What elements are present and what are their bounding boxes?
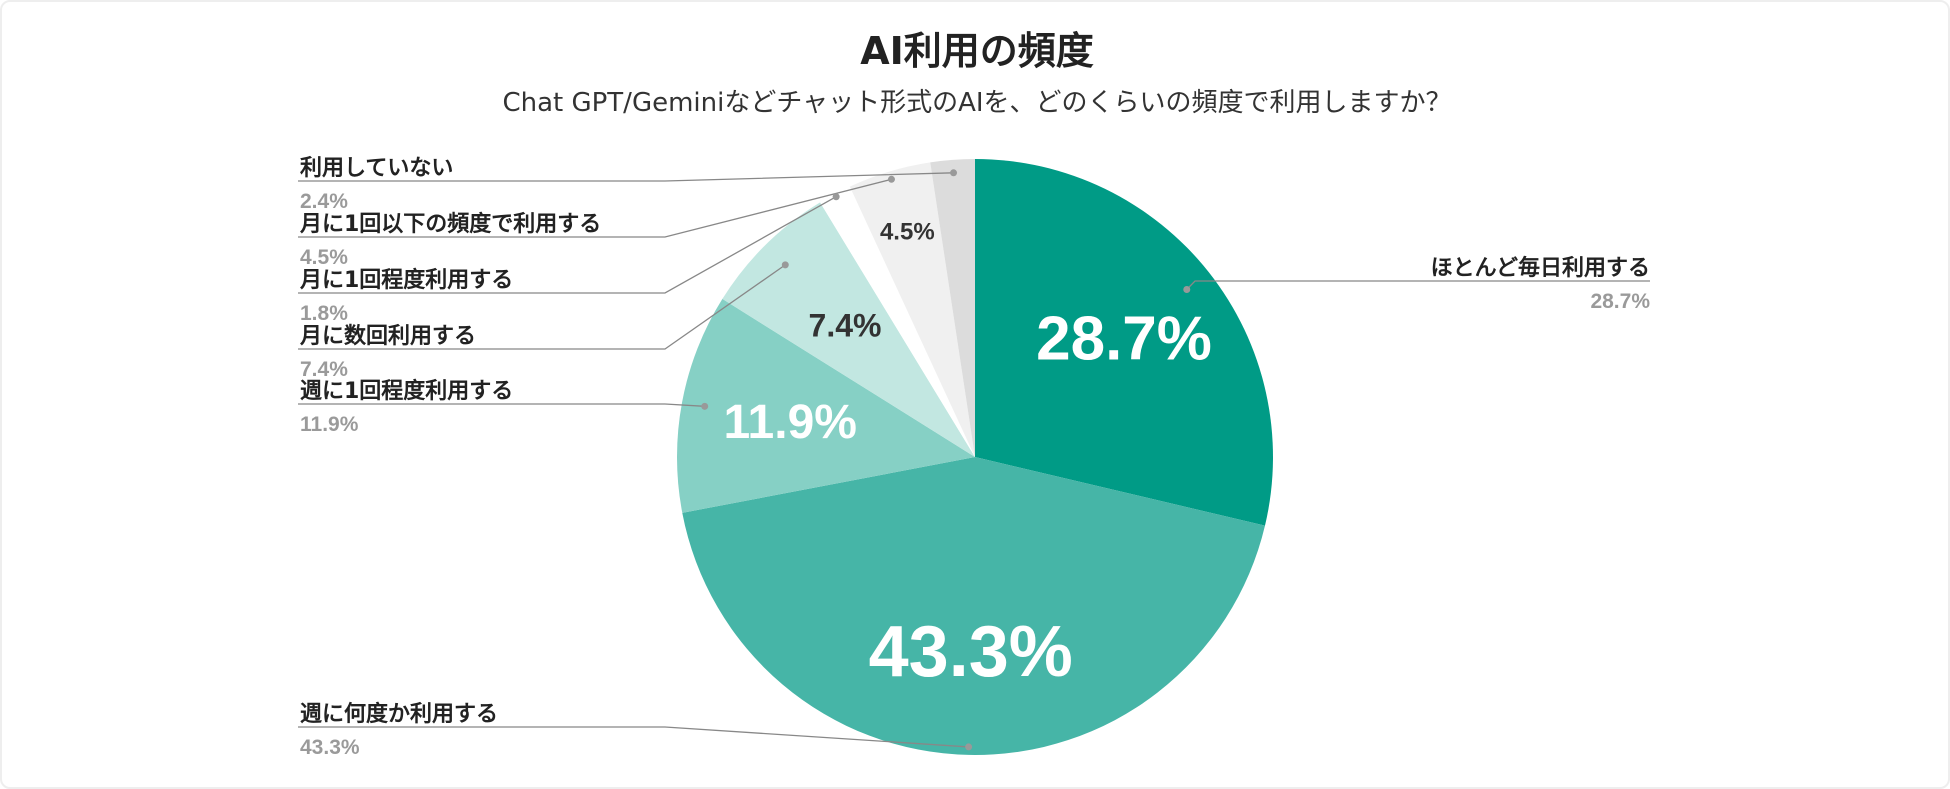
callout-dot <box>832 193 840 201</box>
callout-value: 1.8% <box>300 302 348 325</box>
callout-label: 月に数回利用する <box>299 323 476 349</box>
callout-label: 週に1回程度利用する <box>300 378 513 404</box>
slice-value-label: 4.5% <box>880 218 935 245</box>
callout-line <box>298 726 969 748</box>
callout-line <box>298 264 786 350</box>
pie-slice <box>820 186 975 457</box>
slice-value-label: 11.9% <box>723 396 856 449</box>
callout-label: 利用していない <box>300 156 453 181</box>
callout-line <box>298 196 837 294</box>
pie-slice <box>682 457 1265 755</box>
chart-title: AI利用の頻度 <box>860 29 1094 73</box>
callout-value: 4.5% <box>300 246 348 269</box>
pie-slice <box>975 159 1273 526</box>
callout-label: 月に1回以下の頻度で利用する <box>299 211 601 237</box>
callout-value: 28.7% <box>1590 290 1650 313</box>
callout-value: 2.4% <box>300 190 348 213</box>
callout-dot <box>950 169 958 177</box>
callout-value: 43.3% <box>300 736 360 759</box>
callout-value: 7.4% <box>300 358 348 381</box>
callout-line <box>298 172 954 182</box>
callout-label: 週に何度か利用する <box>300 701 498 727</box>
callout-label: ほとんど毎日利用する <box>1431 256 1650 281</box>
pie-slice <box>849 162 975 457</box>
callout-dot <box>887 175 895 183</box>
callout-line <box>298 178 892 238</box>
slice-value-label: 43.3% <box>869 612 1073 692</box>
callout-dot <box>1183 286 1191 294</box>
pie-slice <box>676 298 975 513</box>
chart-subtitle: Chat GPT/Geminiなどチャット形式のAIを、どのくらいの頻度で利用し… <box>502 88 1452 118</box>
callout-dot <box>701 402 709 410</box>
slice-value-label: 7.4% <box>809 307 882 343</box>
callout-value: 11.9% <box>300 413 359 436</box>
callout-line <box>298 403 705 407</box>
callout-label: 月に1回程度利用する <box>299 267 513 293</box>
callout-dot <box>781 261 789 269</box>
callout-dot <box>965 743 973 751</box>
pie-slice <box>930 159 975 457</box>
slice-value-label: 28.7% <box>1036 305 1212 374</box>
callout-line <box>1186 280 1650 290</box>
